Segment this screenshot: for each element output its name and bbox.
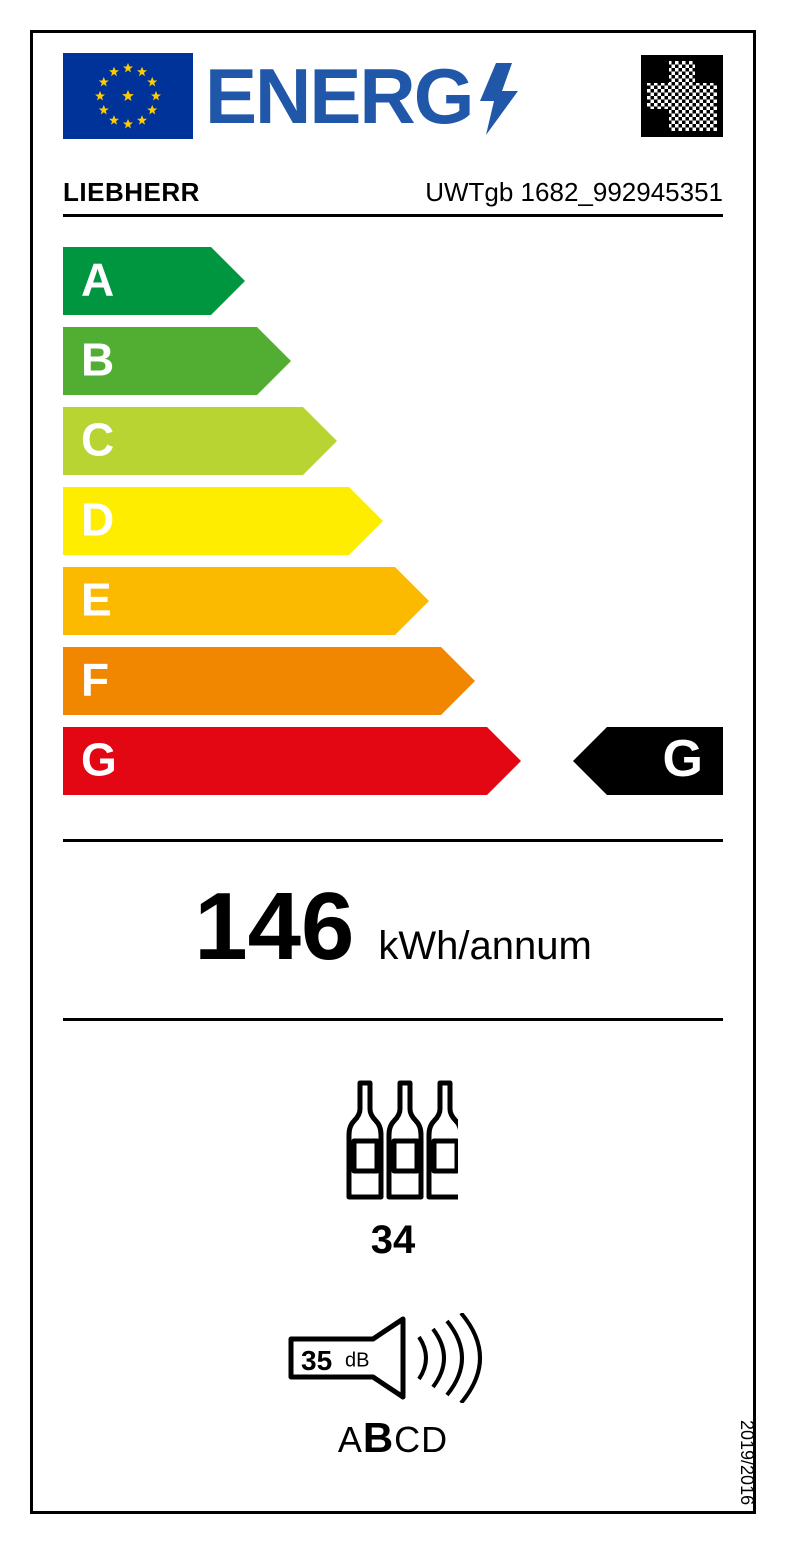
scale-row-a: A xyxy=(63,247,723,315)
noise-speaker-icon: 35 dB xyxy=(283,1313,503,1408)
bottles-icon xyxy=(328,1075,458,1205)
noise-value: 35 xyxy=(301,1345,332,1377)
header: ENERG xyxy=(63,53,723,139)
scale-row-d: D xyxy=(63,487,723,555)
energy-title-text: ENERG xyxy=(205,57,472,135)
rating-pointer: G xyxy=(573,727,723,795)
scale-letter: B xyxy=(81,332,114,386)
scale-row-f: F xyxy=(63,647,723,715)
bottle-count: 34 xyxy=(63,1218,723,1263)
scale-letter: D xyxy=(81,492,114,546)
consumption-row: 146 kWh/annum xyxy=(63,842,723,1018)
consumption-value: 146 xyxy=(194,872,354,982)
brand-name: LIEBHERR xyxy=(63,177,200,208)
consumption-unit: kWh/annum xyxy=(378,924,591,969)
bottle-capacity-section: 34 xyxy=(63,1075,723,1263)
scale-letter: F xyxy=(81,652,109,706)
noise-unit: dB xyxy=(345,1349,369,1372)
noise-class-letter: B xyxy=(363,1414,394,1461)
efficiency-scale: ABCDEFGG xyxy=(63,247,723,795)
noise-class-row: ABCD xyxy=(63,1414,723,1462)
scale-letter: A xyxy=(81,252,114,306)
scale-letter: G xyxy=(81,732,117,786)
energy-label-frame: ENERG LIEBHERR UWTgb 1682_992945351 ABCD… xyxy=(30,30,756,1514)
regulation-number: 2019/2016 xyxy=(736,1420,757,1505)
qr-code-icon xyxy=(641,55,723,137)
noise-class-letter: D xyxy=(421,1419,448,1460)
noise-class-letter: C xyxy=(394,1419,421,1460)
divider-2 xyxy=(63,1018,723,1021)
scale-row-b: B xyxy=(63,327,723,395)
scale-row-e: E xyxy=(63,567,723,635)
noise-class-letter: A xyxy=(338,1419,363,1460)
scale-letter: E xyxy=(81,572,112,626)
scale-row-c: C xyxy=(63,407,723,475)
brand-model-row: LIEBHERR UWTgb 1682_992945351 xyxy=(63,177,723,217)
model-number: UWTgb 1682_992945351 xyxy=(425,177,723,208)
eu-flag-icon xyxy=(63,53,193,139)
scale-row-g: GG xyxy=(63,727,723,795)
rating-letter: G xyxy=(663,729,703,789)
energy-title: ENERG xyxy=(205,55,522,137)
lightning-icon xyxy=(476,61,522,137)
scale-letter: C xyxy=(81,412,114,466)
noise-section: 35 dB ABCD xyxy=(63,1313,723,1462)
